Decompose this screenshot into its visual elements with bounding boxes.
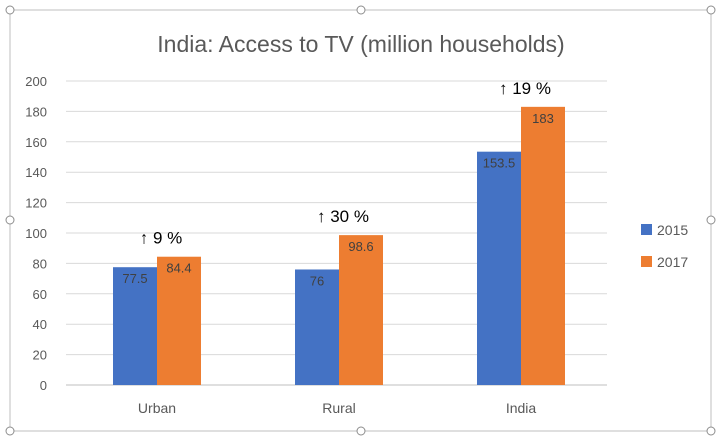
y-tick-label: 0 bbox=[40, 378, 47, 393]
category-label-india: India bbox=[506, 400, 537, 416]
growth-annotation: ↑ 30 % bbox=[317, 207, 369, 226]
legend-swatch-2017 bbox=[641, 256, 652, 267]
y-tick-label: 80 bbox=[33, 256, 47, 271]
x-axis: Urban Rural India bbox=[138, 400, 536, 416]
y-tick-label: 20 bbox=[33, 348, 47, 363]
y-tick-label: 200 bbox=[25, 74, 47, 89]
y-tick-label: 140 bbox=[25, 165, 47, 180]
annotations: ↑ 9 % ↑ 30 % ↑ 19 % bbox=[140, 79, 551, 248]
y-tick-label: 100 bbox=[25, 226, 47, 241]
resize-handles[interactable] bbox=[5, 5, 716, 436]
bar-urban-2017 bbox=[157, 256, 201, 385]
category-label-rural: Rural bbox=[322, 400, 355, 416]
data-label: 98.6 bbox=[348, 239, 373, 254]
legend: 2015 2017 bbox=[641, 222, 688, 270]
resize-handle[interactable] bbox=[706, 215, 716, 225]
resize-handle[interactable] bbox=[706, 5, 716, 15]
chart-title: India: Access to TV (million households) bbox=[157, 31, 564, 57]
y-tick-label: 180 bbox=[25, 104, 47, 119]
category-label-urban: Urban bbox=[138, 400, 176, 416]
bars: 77.5 84.4 76 98.6 153.5 183 bbox=[113, 106, 565, 385]
bar-india-2017 bbox=[521, 106, 565, 385]
legend-swatch-2015 bbox=[641, 224, 652, 235]
y-tick-label: 120 bbox=[25, 196, 47, 211]
data-label: 153.5 bbox=[483, 156, 516, 171]
bar-rural-2017 bbox=[339, 235, 383, 385]
data-label: 183 bbox=[532, 111, 554, 126]
resize-handle[interactable] bbox=[356, 5, 366, 15]
y-tick-label: 60 bbox=[33, 287, 47, 302]
y-tick-label: 40 bbox=[33, 317, 47, 332]
resize-handle[interactable] bbox=[5, 215, 15, 225]
growth-annotation: ↑ 19 % bbox=[499, 79, 551, 98]
data-label: 77.5 bbox=[122, 271, 147, 286]
bar-urban-2015 bbox=[113, 267, 157, 385]
y-tick-label: 160 bbox=[25, 135, 47, 150]
y-axis: 0 20 40 60 80 100 120 140 160 180 200 bbox=[25, 74, 47, 393]
legend-label-2015: 2015 bbox=[657, 222, 688, 238]
growth-annotation: ↑ 9 % bbox=[140, 229, 183, 248]
resize-handle[interactable] bbox=[356, 426, 366, 436]
bar-rural-2015 bbox=[295, 269, 339, 385]
resize-handle[interactable] bbox=[5, 426, 15, 436]
data-label: 84.4 bbox=[166, 261, 191, 276]
resize-handle[interactable] bbox=[706, 426, 716, 436]
data-label: 76 bbox=[310, 273, 324, 288]
bar-india-2015 bbox=[477, 151, 521, 385]
legend-label-2017: 2017 bbox=[657, 254, 688, 270]
resize-handle[interactable] bbox=[5, 5, 15, 15]
